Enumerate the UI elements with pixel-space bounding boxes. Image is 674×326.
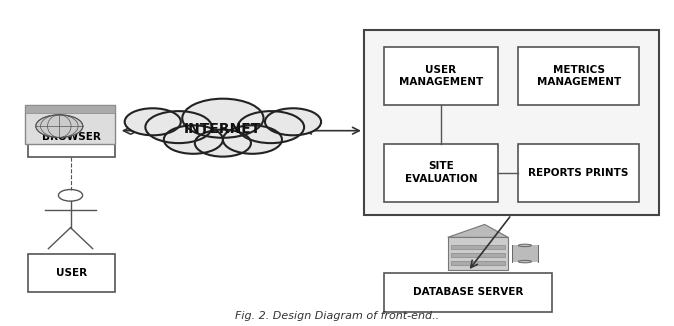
Text: USER: USER <box>57 268 88 278</box>
FancyBboxPatch shape <box>451 245 505 249</box>
FancyBboxPatch shape <box>518 47 639 105</box>
Circle shape <box>164 125 223 154</box>
FancyBboxPatch shape <box>451 253 505 257</box>
Circle shape <box>238 111 304 143</box>
Text: USER
MANAGEMENT: USER MANAGEMENT <box>399 65 483 87</box>
FancyBboxPatch shape <box>384 144 498 202</box>
FancyBboxPatch shape <box>28 254 115 292</box>
Polygon shape <box>448 224 508 237</box>
FancyBboxPatch shape <box>448 237 508 270</box>
FancyBboxPatch shape <box>384 273 552 312</box>
Circle shape <box>182 99 264 138</box>
Text: Fig. 2. Design Diagram of front-end..: Fig. 2. Design Diagram of front-end.. <box>235 311 439 321</box>
Text: SITE
EVALUATION: SITE EVALUATION <box>404 161 477 184</box>
Ellipse shape <box>518 244 532 247</box>
Text: METRICS
MANAGEMENT: METRICS MANAGEMENT <box>537 65 621 87</box>
Text: INTERNET: INTERNET <box>184 122 262 136</box>
Circle shape <box>195 130 251 156</box>
FancyBboxPatch shape <box>518 144 639 202</box>
Ellipse shape <box>518 260 532 263</box>
Circle shape <box>125 108 181 135</box>
Circle shape <box>146 111 212 143</box>
FancyBboxPatch shape <box>28 118 115 156</box>
Text: DATABASE SERVER: DATABASE SERVER <box>412 287 523 297</box>
FancyBboxPatch shape <box>364 30 659 215</box>
Circle shape <box>36 115 83 138</box>
FancyBboxPatch shape <box>451 261 505 265</box>
Circle shape <box>265 108 321 135</box>
FancyBboxPatch shape <box>25 105 115 113</box>
FancyBboxPatch shape <box>25 105 115 144</box>
FancyBboxPatch shape <box>512 245 538 261</box>
Text: REPORTS PRINTS: REPORTS PRINTS <box>528 168 629 178</box>
FancyBboxPatch shape <box>384 47 498 105</box>
Circle shape <box>223 125 282 154</box>
Text: BROWSER: BROWSER <box>42 132 101 142</box>
